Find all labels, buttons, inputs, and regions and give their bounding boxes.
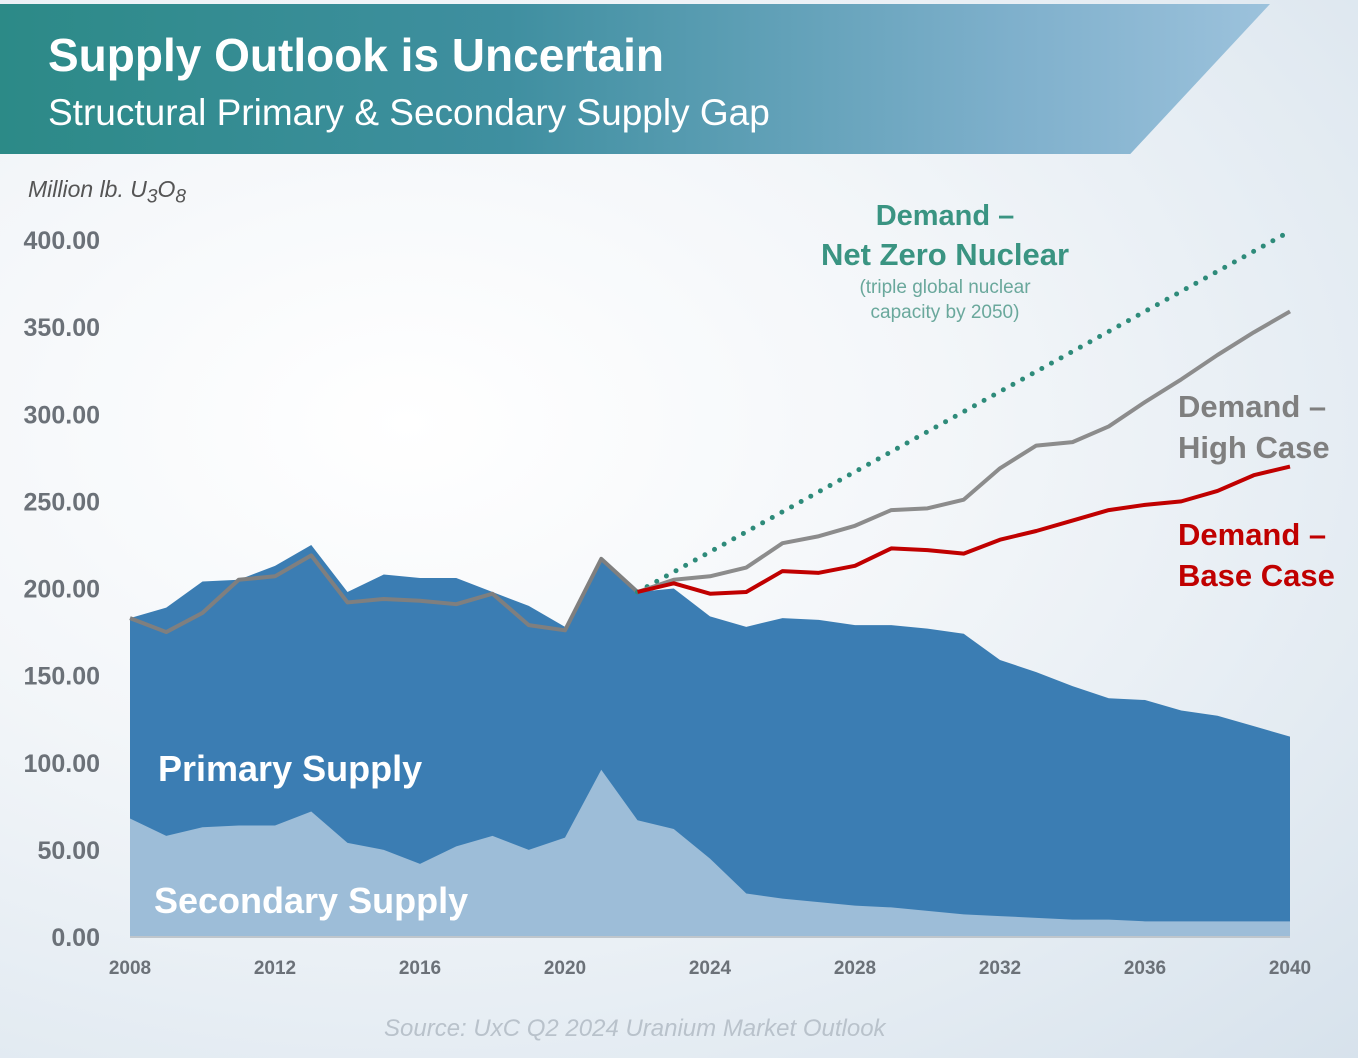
y-tick-label: 200.00 [24,576,100,604]
net-zero-label: Demand – Net Zero Nuclear (triple global… [790,200,1100,324]
y-tick-label: 150.00 [24,663,100,691]
y-tick-label: 100.00 [24,750,100,778]
net-zero-label-line2: Net Zero Nuclear [820,237,1070,272]
x-tick-label: 2040 [1269,958,1311,979]
page-subtitle: Structural Primary & Secondary Supply Ga… [48,92,770,133]
primary-supply-label: Primary Supply [158,748,423,789]
x-tick-label: 2008 [109,958,151,979]
y-tick-label: 250.00 [24,488,100,516]
secondary-supply-area [130,769,1290,937]
source-note: Source: UxC Q2 2024 Uranium Market Outlo… [384,1015,886,1042]
base-case-label: Demand – Base Case [1178,514,1335,596]
x-tick-label: 2028 [834,958,876,979]
net-zero-note-line1: (triple global nuclear [859,277,1031,298]
demand-base-case-line [637,464,1291,596]
x-tick-label: 2016 [399,958,441,979]
base-case-label-line2: Base Case [1178,558,1335,593]
high-case-label-line1: Demand – [1178,389,1327,424]
x-tick-label: 2024 [689,958,732,979]
high-case-label: Demand – High Case [1178,386,1330,468]
y-tick-label: 300.00 [24,401,100,429]
demand-high-case-line [636,309,1291,594]
y-tick-label: 50.00 [37,837,100,865]
base-case-label-line1: Demand – [1178,517,1327,552]
page-title: Supply Outlook is Uncertain [48,29,664,81]
y-tick-label: 350.00 [24,314,100,342]
y-tick-label: 400.00 [24,227,100,255]
net-zero-note-line2: capacity by 2050) [870,302,1020,323]
x-tick-label: 2020 [544,958,586,979]
demand-net-zero-line [635,228,1293,595]
net-zero-label-line1: Demand – [875,200,1015,232]
x-tick-label: 2036 [1124,958,1166,979]
title-banner [0,4,1270,154]
demand-historical-line [129,553,639,635]
secondary-supply-label: Secondary Supply [154,880,469,921]
x-tick-label: 2032 [979,958,1021,979]
y-axis-label: Million lb. U3O8 [28,176,187,208]
primary-supply-area [130,544,1290,937]
y-tick-label: 0.00 [51,924,100,952]
x-tick-label: 2012 [254,958,296,979]
high-case-label-line2: High Case [1178,430,1330,465]
